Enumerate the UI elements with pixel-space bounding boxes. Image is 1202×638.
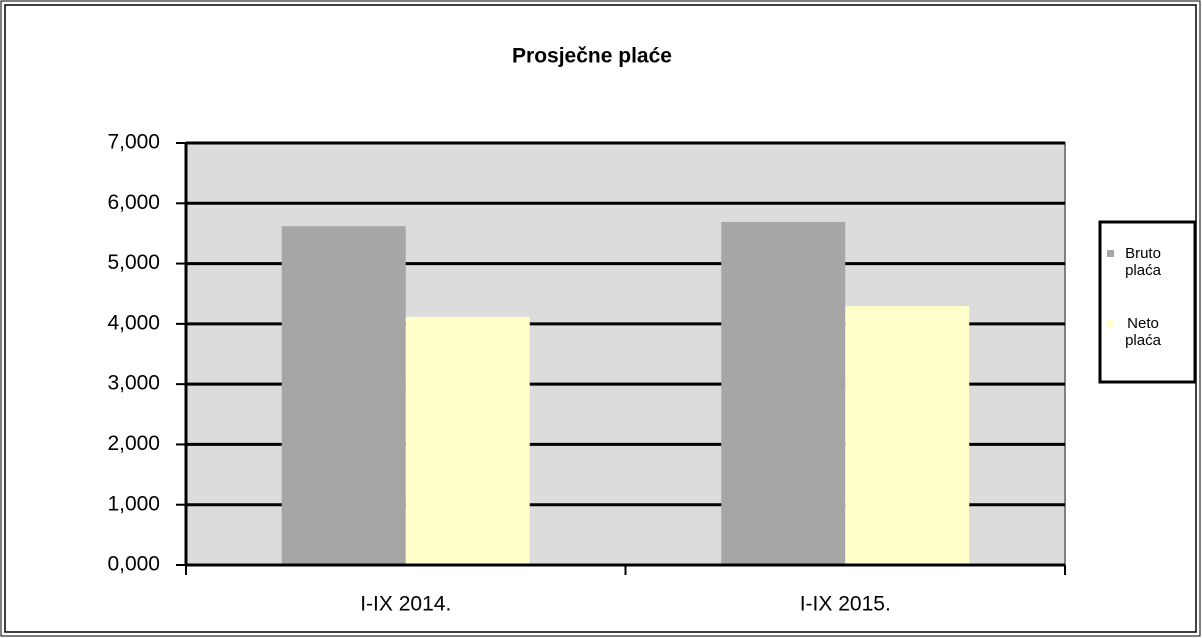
bar bbox=[845, 306, 970, 565]
x-tick-label: I-IX 2014. bbox=[360, 593, 451, 616]
y-tick-label: 6,000 bbox=[107, 191, 160, 214]
legend-label: Bruto plaća bbox=[1125, 245, 1161, 279]
legend-swatch bbox=[1107, 320, 1114, 327]
y-tick-label: 7,000 bbox=[107, 131, 160, 154]
x-tick-label: I-IX 2015. bbox=[800, 593, 891, 616]
legend-swatch bbox=[1107, 250, 1114, 257]
y-tick-label: 4,000 bbox=[107, 311, 160, 334]
y-tick-label: 2,000 bbox=[107, 432, 160, 455]
y-tick-label: 1,000 bbox=[107, 492, 160, 515]
bar bbox=[281, 226, 406, 566]
y-tick-label: 5,000 bbox=[107, 251, 160, 274]
chart-title: Prosječne plaće bbox=[512, 45, 672, 68]
y-tick-label: 0,000 bbox=[107, 553, 160, 576]
bar bbox=[721, 221, 846, 565]
legend-box bbox=[1098, 220, 1197, 384]
y-tick-label: 3,000 bbox=[107, 372, 160, 395]
legend-label: Neto plaća bbox=[1125, 315, 1161, 349]
bar bbox=[405, 316, 530, 565]
